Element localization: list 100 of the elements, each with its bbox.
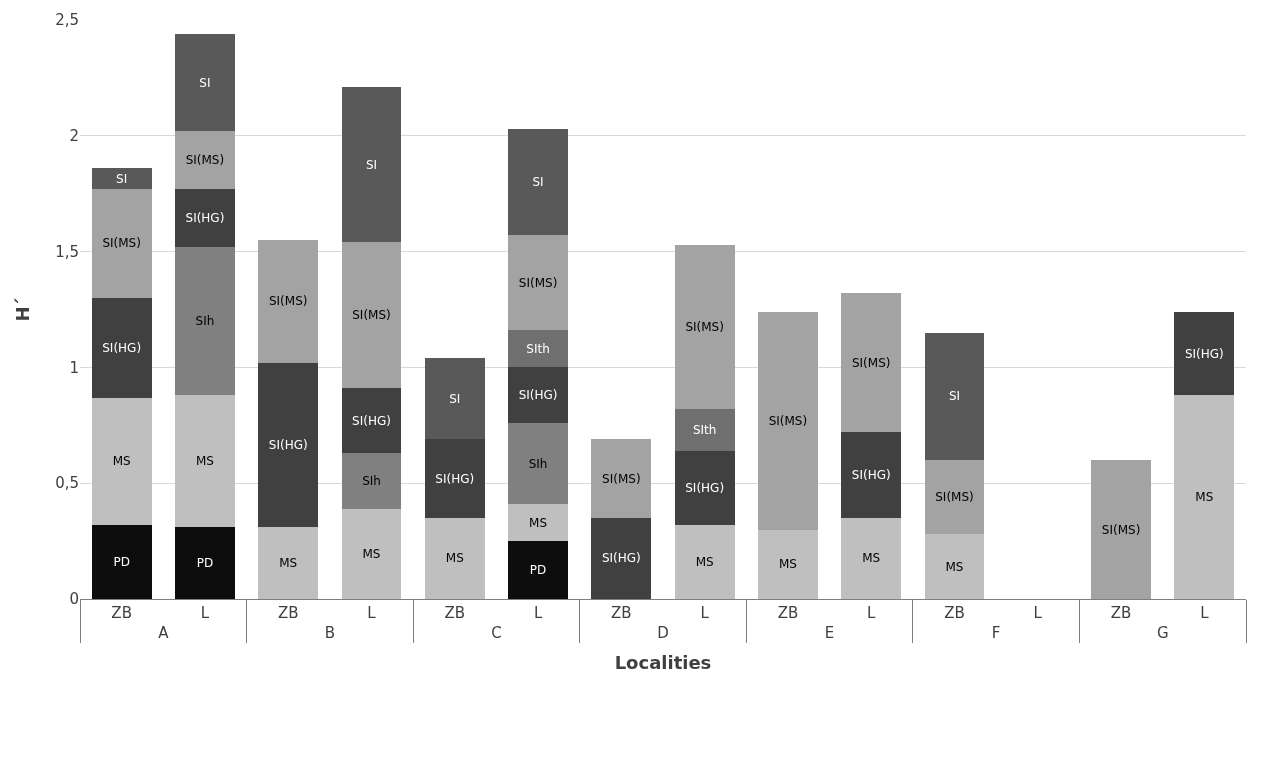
text: SI(MS) bbox=[102, 236, 141, 251]
bar bbox=[258, 240, 319, 363]
text: SI(MS) bbox=[602, 471, 641, 486]
text: SI(MS) bbox=[851, 355, 891, 370]
text: MS bbox=[778, 557, 797, 572]
bar bbox=[91, 189, 152, 298]
bar bbox=[508, 330, 569, 368]
text: SIth bbox=[692, 422, 717, 437]
text: SI(MS) bbox=[685, 319, 724, 334]
y-tick-label: 2,5 bbox=[55, 11, 79, 30]
text: SI(HG) bbox=[102, 340, 142, 355]
x-tick-label: ZB bbox=[277, 604, 299, 622]
text: MS bbox=[695, 554, 714, 569]
text: SI(MS) bbox=[935, 490, 974, 505]
text: MS bbox=[362, 546, 381, 561]
bar bbox=[174, 246, 235, 396]
bar bbox=[91, 297, 152, 398]
text: SI(HG) bbox=[601, 551, 641, 566]
text: SIh bbox=[195, 314, 215, 329]
text: SI(HG) bbox=[268, 437, 308, 452]
bar bbox=[591, 439, 652, 518]
bar bbox=[174, 527, 235, 599]
y-tick-label: 0 bbox=[69, 590, 79, 609]
x-tick-label: ZB bbox=[1110, 604, 1132, 622]
x-tick-label: L bbox=[1200, 604, 1210, 622]
x-tick-label: L bbox=[367, 604, 377, 622]
bar bbox=[1174, 311, 1235, 396]
text: SI(HG) bbox=[435, 471, 475, 486]
text: C bbox=[491, 624, 502, 642]
text: SI(HG) bbox=[1184, 346, 1224, 361]
text: SI(HG) bbox=[185, 211, 225, 226]
bar bbox=[174, 131, 235, 190]
bar bbox=[674, 244, 735, 410]
bar bbox=[258, 362, 319, 528]
bar bbox=[341, 453, 402, 509]
bar bbox=[841, 293, 902, 433]
bar bbox=[508, 504, 569, 542]
text: MS bbox=[279, 556, 298, 571]
bar bbox=[924, 460, 985, 535]
text: SI(HG) bbox=[352, 413, 391, 428]
bar bbox=[508, 235, 569, 331]
x-tick-label: L bbox=[1033, 604, 1043, 622]
bar bbox=[841, 517, 902, 599]
series-label: SI bbox=[116, 171, 128, 186]
text: MS bbox=[945, 559, 964, 574]
x-tick-label: ZB bbox=[444, 604, 466, 622]
text: PD bbox=[529, 563, 547, 578]
bar bbox=[757, 311, 818, 530]
text: SI(MS) bbox=[185, 153, 225, 168]
bar bbox=[341, 388, 402, 454]
y-tick-label: 2 bbox=[69, 127, 79, 146]
bar bbox=[91, 397, 152, 525]
x-tick-label: L bbox=[200, 604, 210, 622]
bar bbox=[258, 527, 319, 599]
bar bbox=[424, 439, 485, 518]
y-tick-label: 1 bbox=[69, 358, 79, 377]
y-axis-title: H´ bbox=[12, 297, 34, 322]
bar bbox=[508, 128, 569, 236]
bar bbox=[508, 367, 569, 423]
text: G bbox=[1156, 624, 1169, 642]
bar bbox=[174, 189, 235, 247]
text: D bbox=[657, 624, 669, 642]
text: SI bbox=[449, 391, 461, 406]
bar bbox=[674, 450, 735, 525]
text: SI(MS) bbox=[352, 308, 391, 323]
bar bbox=[508, 422, 569, 505]
x-tick-label: ZB bbox=[611, 604, 632, 622]
text: MS bbox=[445, 551, 464, 566]
text: SI(MS) bbox=[1101, 522, 1141, 537]
bar bbox=[1174, 395, 1235, 599]
text: SI(HG) bbox=[685, 480, 725, 495]
bar bbox=[924, 332, 985, 461]
bar bbox=[174, 395, 235, 528]
series-label: SIh bbox=[528, 456, 548, 471]
bar bbox=[674, 409, 735, 451]
bar bbox=[924, 534, 985, 599]
y-tick-label: 1,5 bbox=[55, 242, 79, 261]
text: SI(HG) bbox=[851, 468, 891, 483]
text: F bbox=[991, 624, 1001, 642]
x-axis-title: Localities bbox=[614, 652, 712, 674]
text: SI bbox=[532, 175, 544, 190]
bar bbox=[591, 517, 652, 599]
bar bbox=[91, 168, 152, 190]
text: A bbox=[158, 624, 170, 642]
bar bbox=[508, 541, 569, 599]
text: E bbox=[824, 624, 835, 642]
text: SI bbox=[199, 75, 211, 90]
bar bbox=[341, 242, 402, 389]
bar bbox=[841, 432, 902, 518]
y-tick-label: 0,5 bbox=[55, 474, 79, 493]
bar bbox=[341, 87, 402, 243]
x-tick-label: L bbox=[867, 604, 877, 622]
series-label: SI(HG) bbox=[518, 388, 558, 403]
text: SI bbox=[365, 157, 378, 172]
text: B bbox=[324, 624, 336, 642]
series-label: SIth bbox=[526, 341, 550, 356]
x-tick-label: L bbox=[700, 604, 710, 622]
x-tick-label: ZB bbox=[111, 604, 132, 622]
text: MS bbox=[1195, 490, 1214, 505]
bar bbox=[1091, 460, 1152, 599]
